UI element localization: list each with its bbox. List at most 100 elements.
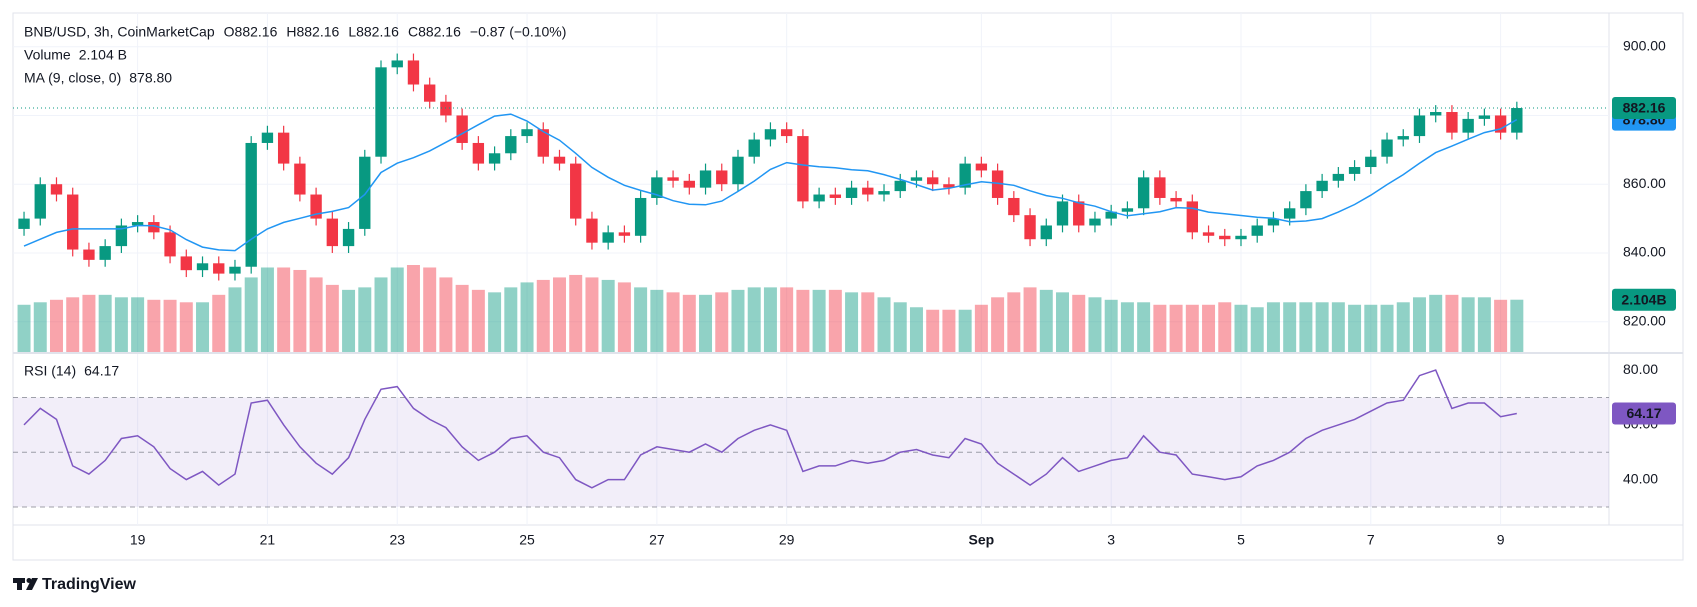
candle-body — [667, 177, 679, 181]
candle-body — [472, 142, 485, 164]
volume-bar — [812, 289, 826, 352]
legend-text: RSI (14) — [24, 363, 76, 379]
candle-body — [991, 170, 1004, 198]
price-badge: 882.16 — [1623, 100, 1666, 116]
candle-body — [586, 218, 598, 243]
volume-bar — [1007, 292, 1021, 352]
candle-body — [699, 170, 712, 188]
volume-bar — [33, 302, 47, 352]
candle-body — [391, 60, 403, 68]
candle-body — [829, 194, 842, 198]
candle-body — [748, 139, 760, 157]
candle-body — [277, 132, 290, 164]
volume-bar — [1429, 294, 1443, 352]
volume-bar — [682, 294, 696, 352]
candle-body — [1154, 177, 1166, 198]
volume-bar — [49, 299, 63, 352]
candle-body — [1430, 112, 1442, 116]
volume-bar — [1412, 297, 1426, 352]
volume-badge-bg — [1612, 288, 1676, 311]
candle-body — [261, 132, 274, 143]
candle-body — [878, 191, 890, 195]
volume-bar — [926, 309, 940, 352]
volume-bar — [763, 287, 777, 352]
volume-bar — [196, 302, 210, 352]
candle-body — [683, 180, 695, 188]
volume-bar — [82, 294, 96, 352]
volume-bar — [1039, 289, 1053, 352]
candle-body — [732, 156, 744, 185]
candle-body — [1316, 180, 1328, 192]
volume-bar — [715, 292, 729, 352]
volume-bar — [1169, 304, 1183, 352]
volume-bar — [325, 284, 339, 352]
volume-bar — [1461, 297, 1475, 352]
volume-bar — [747, 287, 761, 352]
volume-bar — [1234, 304, 1248, 352]
volume-bar — [98, 294, 112, 352]
candle-body — [1397, 136, 1409, 140]
volume-bar — [471, 289, 485, 352]
volume-bar — [244, 277, 258, 352]
volume-bar — [228, 287, 242, 352]
candle-body — [1413, 115, 1426, 137]
legend-text: 882.16 — [418, 24, 461, 40]
volume-bar — [553, 277, 566, 352]
candle-body — [1365, 156, 1377, 168]
legend-text: BNB/USD, 3h, CoinMarketCap — [24, 24, 215, 40]
volume-bar — [1315, 302, 1329, 352]
y-tick-label: 840.00 — [1623, 244, 1666, 260]
volume-bar — [942, 309, 956, 352]
volume-bar — [601, 279, 615, 352]
volume-bar — [796, 289, 810, 352]
candle-body — [1494, 115, 1507, 133]
legend-text: C — [408, 24, 418, 40]
volume-bar — [390, 267, 404, 352]
candle-body — [1462, 118, 1474, 133]
candle-body — [1073, 201, 1085, 226]
candle-body — [797, 136, 809, 202]
volume-bar — [1477, 297, 1491, 352]
candle-body — [1040, 225, 1052, 240]
logo-shape — [17, 578, 22, 590]
candle-body — [894, 180, 906, 192]
candle-body — [1202, 232, 1215, 236]
volume-bar — [439, 277, 453, 352]
candle-body — [359, 156, 371, 229]
volume-bar — [1380, 304, 1394, 352]
volume-bar — [585, 277, 599, 352]
volume-bar — [909, 307, 923, 352]
candle-body — [1300, 191, 1312, 209]
volume-bar — [1056, 292, 1069, 352]
candle-body — [229, 266, 241, 274]
candle-body — [34, 184, 46, 219]
volume-bar — [17, 304, 31, 352]
x-tick-label: Sep — [969, 532, 995, 548]
candle-body — [780, 129, 793, 137]
candle-body — [943, 184, 955, 188]
candle-body — [1251, 225, 1263, 236]
candle-body — [245, 142, 257, 267]
legend-text: 878.80 — [129, 70, 172, 86]
volume-bar — [536, 279, 550, 352]
volume-bar — [1104, 299, 1118, 352]
candle-body — [651, 177, 663, 198]
candle-body — [456, 115, 468, 143]
candle-body — [67, 194, 79, 250]
volume-bar — [1202, 304, 1216, 352]
volume-bar — [1266, 302, 1280, 352]
x-tick-label: 5 — [1237, 532, 1245, 548]
volume-bar — [163, 299, 177, 352]
volume-bar — [66, 297, 80, 352]
volume-bar — [845, 292, 859, 352]
volume-bar — [1348, 304, 1362, 352]
candle-body — [553, 156, 566, 164]
volume-bar — [179, 302, 193, 352]
candle-body — [862, 187, 874, 195]
y-tick-label: 860.00 — [1623, 175, 1666, 191]
candle-body — [18, 218, 30, 229]
tradingview-logo[interactable]: TradingView — [13, 576, 137, 593]
volume-bar — [147, 299, 161, 352]
volume-bar — [1120, 302, 1134, 352]
